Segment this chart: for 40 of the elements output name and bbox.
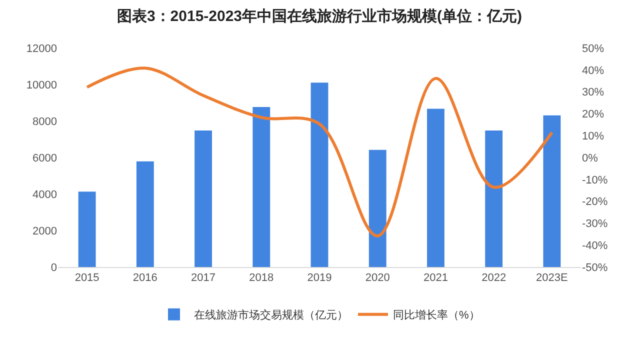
- bar: [252, 106, 270, 267]
- bar: [485, 130, 503, 267]
- bar: [194, 130, 212, 267]
- y2-tick-label: 50%: [582, 42, 604, 55]
- y-tick-label: 0: [50, 262, 57, 274]
- y2-tick-label: 10%: [582, 130, 604, 142]
- bar: [310, 82, 328, 267]
- legend-label: 在线旅游市场交易规模（亿元）: [194, 308, 348, 322]
- y-tick-label: 4000: [32, 188, 57, 201]
- y2-tick-label: 20%: [582, 108, 604, 121]
- x-tick-label: 2021: [423, 272, 448, 284]
- bar: [427, 108, 444, 267]
- bar: [78, 192, 96, 267]
- y2-tick-label: 40%: [582, 64, 604, 77]
- y2-tick-label: 0%: [582, 152, 598, 164]
- y-tick-label: 8000: [32, 116, 57, 128]
- y2-tick-label: -30%: [582, 218, 608, 230]
- y2-tick-label: -20%: [582, 196, 608, 208]
- bar: [368, 150, 386, 267]
- y2-tick-label: -10%: [582, 174, 608, 186]
- y-tick-label: 2000: [32, 225, 57, 238]
- x-tick-label: 2018: [249, 272, 274, 284]
- x-tick-label: 2022: [482, 272, 506, 284]
- x-tick-label: 2015: [74, 272, 100, 284]
- y-tick-label: 6000: [32, 152, 57, 164]
- x-tick-label: 2020: [365, 272, 390, 284]
- bar: [543, 115, 561, 267]
- x-tick-label: 2019: [307, 272, 332, 284]
- y-tick-label: 12000: [26, 42, 57, 55]
- x-tick-label: 2017: [191, 272, 216, 284]
- legend-label: 同比增长率（%）: [393, 308, 480, 322]
- x-tick-label: 2023E: [536, 272, 568, 284]
- chart-title: 图表3：2015-2023年中国在线旅游行业市场规模(单位：亿元): [116, 6, 522, 25]
- y-tick-label: 10000: [26, 79, 57, 92]
- y2-tick-label: 30%: [582, 86, 604, 99]
- y2-tick-label: -40%: [582, 240, 608, 252]
- line-series: [86, 66, 554, 238]
- bar: [136, 161, 154, 267]
- y2-tick-label: -50%: [582, 262, 608, 274]
- x-tick-label: 2016: [132, 272, 158, 284]
